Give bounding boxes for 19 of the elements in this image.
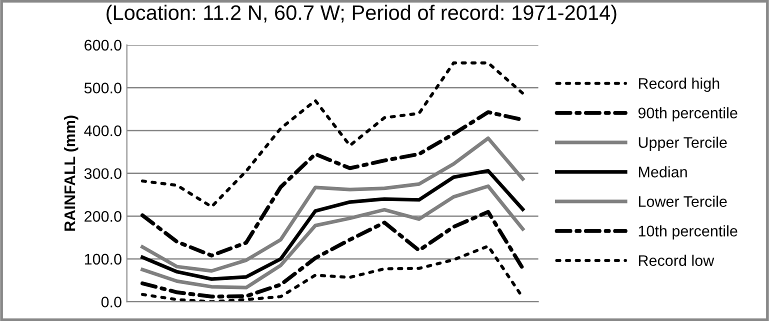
y-tick-label: 500.0 [84,82,122,94]
y-axis-title: RAINFALL (mm) [64,116,78,231]
y-tick-label: 400.0 [84,125,122,136]
legend-label: Upper Tercile [638,136,727,151]
line-series [140,61,524,208]
legend-label: 10th percentile [638,225,738,240]
chart-title: (Location: 11.2 N, 60.7 W; Period of record: 1971-2014) [106,4,616,24]
legend-label: 90th percentile [638,107,738,122]
y-tick-label: 100.0 [84,254,122,265]
legend-label: Median [638,166,687,178]
legend-label: Record low [638,254,714,266]
y-tick-label: 300.0 [84,168,122,180]
legend-label: Record high [638,78,720,92]
y-tick-label: 0.0 [101,296,122,308]
line-series [140,168,525,281]
y-tick-label: 600.0 [84,40,122,51]
legend-label: Lower Tercile [638,196,727,207]
y-tick-label: 200.0 [84,211,122,222]
line-series [140,210,525,299]
